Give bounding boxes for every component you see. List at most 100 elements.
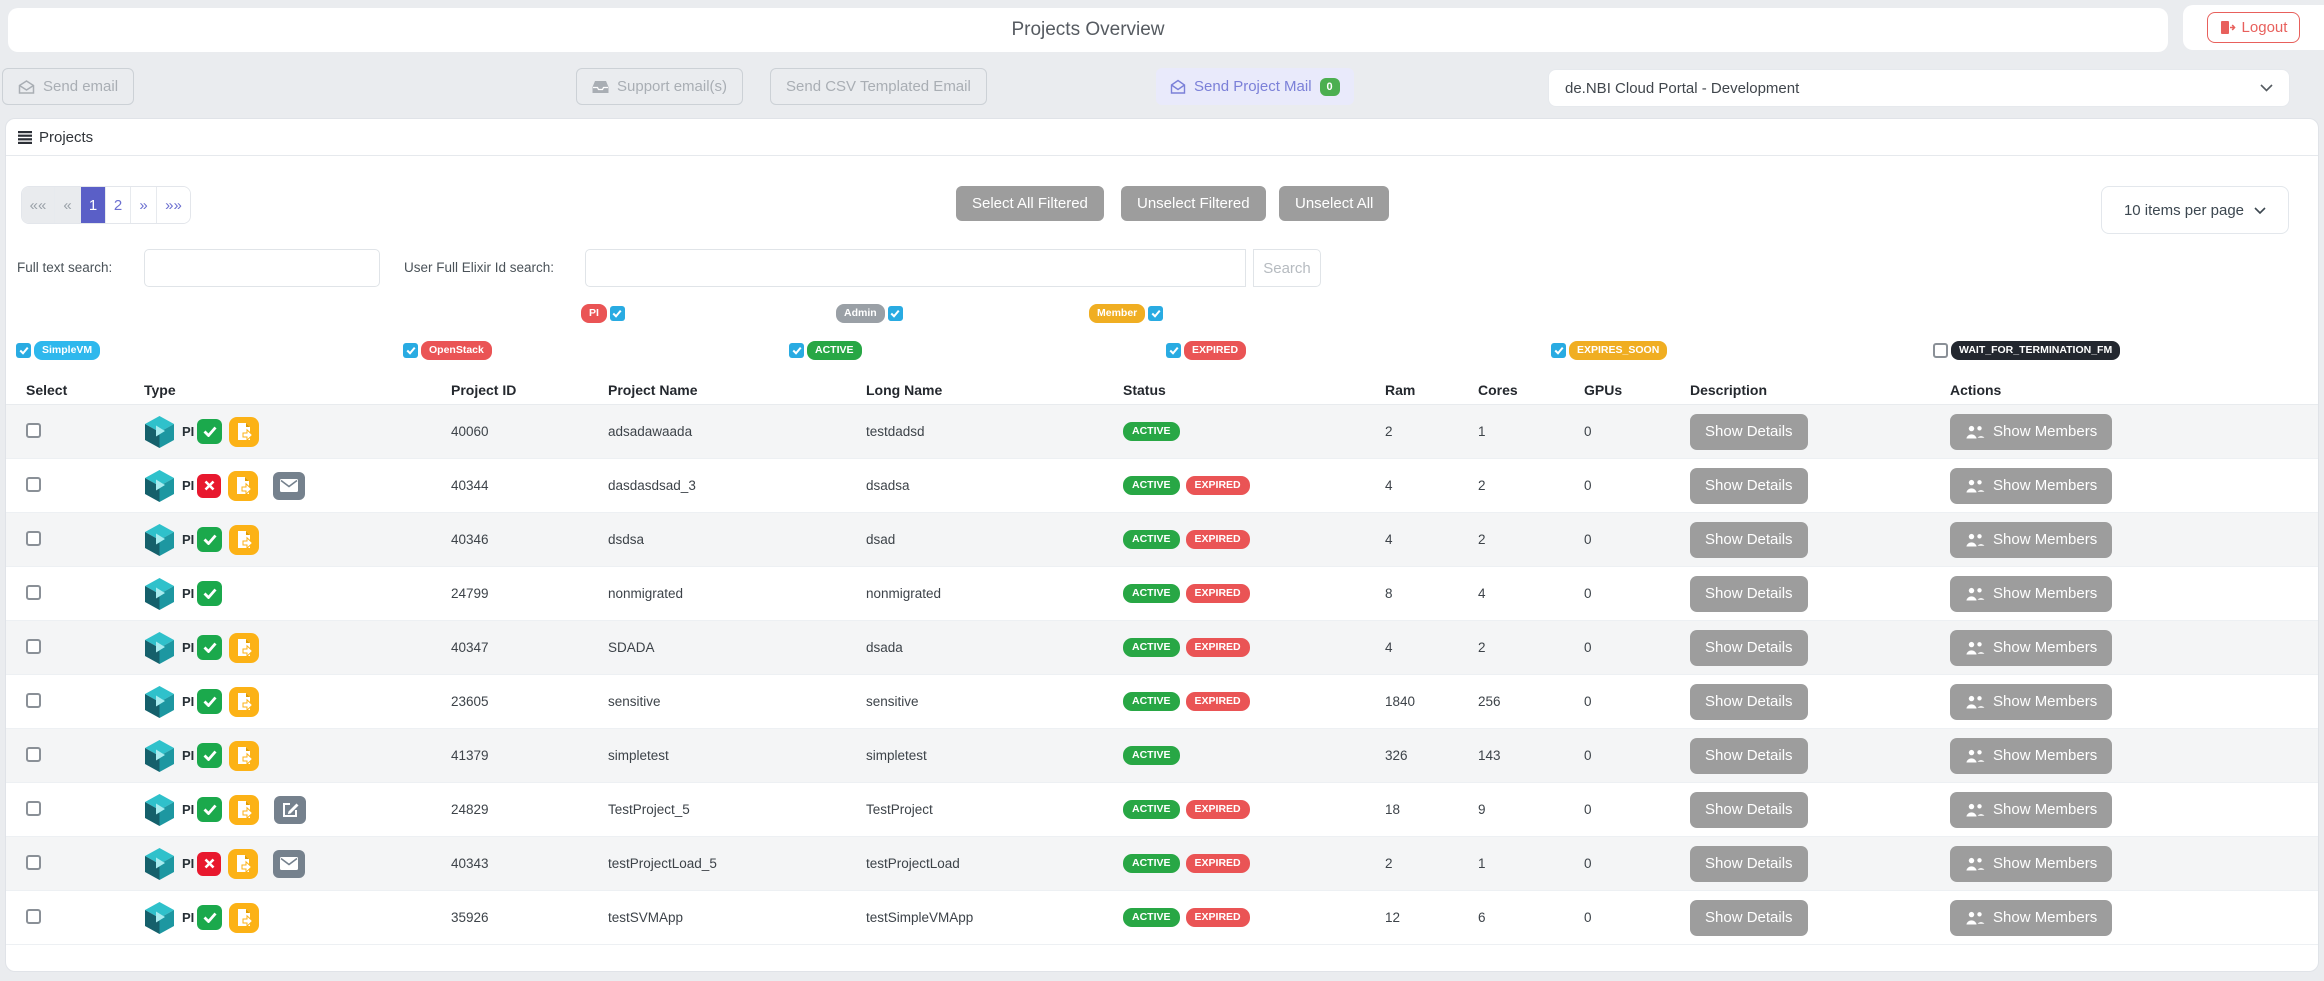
- row-type-cell: PI: [144, 685, 451, 719]
- show-members-button[interactable]: Show Members: [1950, 738, 2112, 774]
- table-row: PI23605sensitivesensitiveACTIVEEXPIRED18…: [6, 675, 2318, 729]
- elixir-id-search-label: User Full Elixir Id search:: [404, 260, 554, 275]
- facility-select[interactable]: de.NBI Cloud Portal - Development: [1548, 69, 2290, 107]
- pagination-next-button[interactable]: »: [131, 187, 157, 223]
- show-members-button[interactable]: Show Members: [1950, 630, 2112, 666]
- show-details-button[interactable]: Show Details: [1690, 630, 1808, 666]
- show-members-button[interactable]: Show Members: [1950, 414, 2112, 450]
- row-select-checkbox[interactable]: [26, 477, 41, 492]
- send-email-button[interactable]: Send email: [2, 68, 134, 105]
- show-members-label: Show Members: [1993, 531, 2097, 548]
- show-details-button[interactable]: Show Details: [1690, 684, 1808, 720]
- filter-checkbox-simplevm[interactable]: [16, 343, 31, 358]
- row-project-name-cell: dsdsa: [608, 532, 866, 547]
- row-cores-cell: 6: [1478, 910, 1584, 925]
- pagination-page-2-button[interactable]: 2: [106, 187, 131, 223]
- row-select-checkbox[interactable]: [26, 693, 41, 708]
- show-details-button[interactable]: Show Details: [1690, 414, 1808, 450]
- show-details-button[interactable]: Show Details: [1690, 576, 1808, 612]
- show-members-label: Show Members: [1993, 801, 2097, 818]
- row-project-id-cell: 24799: [451, 586, 608, 601]
- row-long-name-cell: sensitive: [866, 694, 1123, 709]
- pi-label: PI: [182, 478, 194, 493]
- show-details-button[interactable]: Show Details: [1690, 738, 1808, 774]
- show-details-button[interactable]: Show Details: [1690, 792, 1808, 828]
- row-ram-cell: 8: [1385, 586, 1478, 601]
- pagination-page-1-button[interactable]: 1: [81, 187, 106, 223]
- filter-checkbox-expires_soon[interactable]: [1551, 343, 1566, 358]
- filter-badge-simplevm: SimpleVM: [34, 341, 100, 360]
- row-select-checkbox[interactable]: [26, 423, 41, 438]
- filter-checkbox-expired[interactable]: [1166, 343, 1181, 358]
- pagination-last-button[interactable]: »»: [157, 187, 190, 223]
- show-details-button[interactable]: Show Details: [1690, 468, 1808, 504]
- filter-checkbox-active[interactable]: [789, 343, 804, 358]
- row-long-name-cell: nonmigrated: [866, 586, 1123, 601]
- send-csv-button[interactable]: Send CSV Templated Email: [770, 68, 987, 105]
- show-members-button[interactable]: Show Members: [1950, 522, 2112, 558]
- full-text-search-label: Full text search:: [17, 260, 112, 275]
- filter-checkbox-wait_for_termination_fm[interactable]: [1933, 343, 1948, 358]
- row-type-cell: PI: [144, 415, 451, 449]
- title-bar: Projects Overview: [8, 8, 2168, 52]
- show-members-button[interactable]: Show Members: [1950, 468, 2112, 504]
- row-select-checkbox[interactable]: [26, 531, 41, 546]
- column-header-status: Status: [1123, 382, 1385, 398]
- row-gpus-cell: 0: [1584, 910, 1690, 925]
- filter-checkbox-openstack[interactable]: [403, 343, 418, 358]
- filter-badge-admin: Admin: [836, 304, 885, 323]
- unselect-filtered-button[interactable]: Unselect Filtered: [1121, 186, 1266, 221]
- status-badge-expired: EXPIRED: [1186, 692, 1250, 711]
- row-select-cell: [26, 423, 144, 441]
- table-row: PI24829TestProject_5TestProjectACTIVEEXP…: [6, 783, 2318, 837]
- show-members-button[interactable]: Show Members: [1950, 576, 2112, 612]
- row-select-checkbox[interactable]: [26, 909, 41, 924]
- show-members-button[interactable]: Show Members: [1950, 792, 2112, 828]
- row-cores-cell: 9: [1478, 802, 1584, 817]
- status-badge-active: ACTIVE: [1123, 692, 1180, 711]
- logout-button[interactable]: Logout: [2207, 12, 2301, 43]
- status-badge-active: ACTIVE: [1123, 800, 1180, 819]
- row-description-cell: Show Details: [1690, 576, 1950, 612]
- search-row: Full text search: User Full Elixir Id se…: [6, 249, 2318, 289]
- search-button[interactable]: Search: [1253, 249, 1321, 287]
- row-select-checkbox[interactable]: [26, 801, 41, 816]
- row-status-cell: ACTIVE: [1123, 422, 1385, 441]
- elixir-id-search-input[interactable]: [585, 249, 1246, 287]
- pagination-prev-button[interactable]: «: [55, 187, 81, 223]
- filter-checkbox-pi[interactable]: [610, 306, 625, 321]
- simplevm-icon: [144, 469, 175, 503]
- application-icon: [228, 849, 258, 879]
- show-details-button[interactable]: Show Details: [1690, 522, 1808, 558]
- row-select-checkbox[interactable]: [26, 585, 41, 600]
- show-details-button[interactable]: Show Details: [1690, 900, 1808, 936]
- show-members-button[interactable]: Show Members: [1950, 846, 2112, 882]
- show-members-label: Show Members: [1993, 477, 2097, 494]
- row-select-checkbox[interactable]: [26, 747, 41, 762]
- unselect-all-button[interactable]: Unselect All: [1279, 186, 1389, 221]
- show-details-button[interactable]: Show Details: [1690, 846, 1808, 882]
- status-badge-active: ACTIVE: [1123, 638, 1180, 657]
- support-email-button[interactable]: Support email(s): [576, 68, 743, 105]
- filter-checkbox-admin[interactable]: [888, 306, 903, 321]
- filter-badge-pi: PI: [581, 304, 607, 323]
- row-description-cell: Show Details: [1690, 738, 1950, 774]
- row-project-id-cell: 24829: [451, 802, 608, 817]
- pagination-first-button[interactable]: ««: [22, 187, 55, 223]
- send-project-mail-button[interactable]: Send Project Mail 0: [1156, 68, 1354, 105]
- row-gpus-cell: 0: [1584, 532, 1690, 547]
- show-members-button[interactable]: Show Members: [1950, 900, 2112, 936]
- row-gpus-cell: 0: [1584, 478, 1690, 493]
- list-icon: [18, 131, 32, 144]
- select-all-filtered-button[interactable]: Select All Filtered: [956, 186, 1104, 221]
- show-members-button[interactable]: Show Members: [1950, 684, 2112, 720]
- filter-checkbox-member[interactable]: [1148, 306, 1163, 321]
- row-gpus-cell: 0: [1584, 640, 1690, 655]
- full-text-search-input[interactable]: [144, 249, 380, 287]
- status-badge-expired: EXPIRED: [1186, 638, 1250, 657]
- declined-icon: [197, 852, 221, 876]
- table-row: PI40344dasdasdsad_3dsadsaACTIVEEXPIRED42…: [6, 459, 2318, 513]
- items-per-page-select[interactable]: 10 items per page: [2101, 186, 2289, 234]
- row-select-checkbox[interactable]: [26, 639, 41, 654]
- row-select-checkbox[interactable]: [26, 855, 41, 870]
